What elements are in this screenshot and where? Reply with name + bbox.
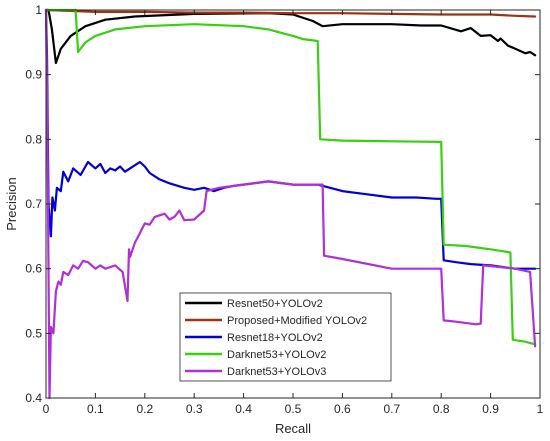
legend-label-5: Darknet53+YOLOv3 bbox=[227, 366, 326, 378]
x-tick-label: 0.4 bbox=[235, 402, 252, 416]
y-tick-label: 0.6 bbox=[25, 262, 42, 276]
x-axis: 0 0.1 0.2 0.3 0.4 0.5 0.6 0.7 0.8 0.9 1 bbox=[43, 10, 544, 416]
legend-label-1: Resnet50+YOLOv2 bbox=[227, 298, 323, 310]
y-tick-label: 0.5 bbox=[25, 326, 42, 340]
series-line-3 bbox=[44, 8, 537, 270]
x-tick-label: 0.8 bbox=[433, 402, 450, 416]
x-tick-label: 0.1 bbox=[87, 402, 104, 416]
x-tick-label: 0.2 bbox=[136, 402, 153, 416]
legend-label-4: Darknet53+YOLOv2 bbox=[227, 349, 326, 361]
y-tick-label: 0.4 bbox=[25, 391, 42, 405]
series-layer bbox=[44, 8, 537, 400]
x-tick-label: 1 bbox=[537, 402, 544, 416]
series-line-1 bbox=[44, 8, 537, 65]
x-tick-label: 0.6 bbox=[334, 402, 351, 416]
x-tick-label: 0 bbox=[43, 402, 50, 416]
x-axis-label: Recall bbox=[275, 421, 311, 436]
y-axis: 0.4 0.5 0.6 0.7 0.8 0.9 1 bbox=[25, 3, 540, 405]
legend-label-3: Resnet18+YOLOv2 bbox=[227, 332, 323, 344]
legend-label-2: Proposed+Modified YOLOv2 bbox=[227, 315, 367, 327]
y-axis-label: Precision bbox=[4, 177, 19, 230]
y-tick-label: 1 bbox=[35, 3, 42, 17]
x-tick-label: 0.5 bbox=[285, 402, 302, 416]
y-tick-label: 0.9 bbox=[25, 68, 42, 82]
x-tick-label: 0.3 bbox=[186, 402, 203, 416]
y-tick-label: 0.8 bbox=[25, 132, 42, 146]
x-tick-label: 0.9 bbox=[482, 402, 499, 416]
series-line-4 bbox=[44, 8, 537, 346]
legend: Resnet50+YOLOv2 Proposed+Modified YOLOv2 R… bbox=[179, 292, 392, 382]
series-line-5 bbox=[44, 8, 537, 400]
series-line-2 bbox=[44, 8, 537, 18]
y-tick-label: 0.7 bbox=[25, 197, 42, 211]
x-tick-label: 0.7 bbox=[383, 402, 400, 416]
